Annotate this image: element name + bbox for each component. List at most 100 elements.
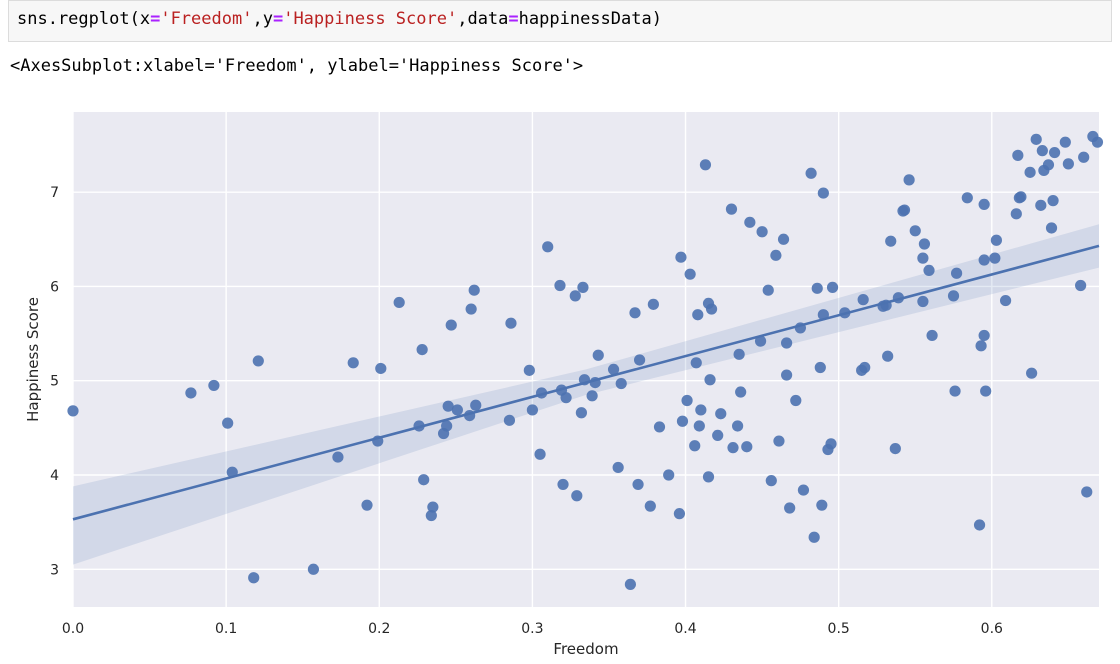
scatter-point bbox=[465, 303, 477, 315]
scatter-point bbox=[505, 317, 517, 329]
scatter-point bbox=[762, 284, 774, 296]
scatter-point bbox=[503, 414, 516, 426]
scatter-point bbox=[1048, 146, 1061, 159]
code-equals: = bbox=[272, 9, 284, 29]
scatter-point bbox=[777, 233, 790, 245]
scatter-point bbox=[715, 408, 727, 420]
scatter-point bbox=[741, 441, 753, 453]
scatter-point bbox=[427, 501, 439, 513]
scatter-point bbox=[1036, 145, 1048, 157]
scatter-point bbox=[675, 251, 687, 263]
scatter-point bbox=[248, 572, 260, 584]
scatter-point bbox=[744, 216, 756, 228]
scatter-point bbox=[577, 281, 589, 293]
scatter-point bbox=[1026, 367, 1038, 379]
scatter-point bbox=[592, 349, 604, 361]
scatter-point bbox=[222, 417, 234, 429]
scatter-point bbox=[252, 355, 264, 367]
scatter-point bbox=[575, 407, 588, 419]
scatter-point bbox=[1078, 151, 1090, 163]
scatter-point bbox=[1035, 199, 1047, 211]
code-arg-x-name: x bbox=[139, 9, 151, 29]
scatter-point bbox=[705, 303, 718, 315]
scatter-point bbox=[644, 500, 656, 512]
code-arg-data-name: data bbox=[467, 9, 509, 29]
scatter-point bbox=[393, 296, 405, 309]
code-arg-y-name: y bbox=[262, 9, 273, 29]
scatter-point bbox=[684, 268, 696, 280]
scatter-point bbox=[732, 420, 744, 432]
scatter-point bbox=[470, 399, 482, 411]
scatter-point bbox=[554, 279, 566, 292]
regression-line bbox=[72, 244, 1100, 521]
x-tick-label: 0.4 bbox=[674, 621, 696, 637]
scatter-point bbox=[808, 531, 820, 543]
scatter-point bbox=[1075, 279, 1087, 292]
scatter-point bbox=[816, 499, 828, 511]
scatter-point bbox=[980, 385, 992, 397]
scatter-point bbox=[917, 295, 929, 308]
plot-background bbox=[73, 112, 1099, 607]
y-tick-label: 7 bbox=[50, 185, 59, 201]
scatter-point bbox=[442, 400, 454, 412]
scatter-point bbox=[978, 198, 990, 210]
scatter-point bbox=[973, 519, 986, 531]
y-tick-label: 6 bbox=[50, 279, 59, 295]
scatter-point bbox=[712, 429, 724, 441]
scatter-point bbox=[557, 478, 569, 491]
scatter-point bbox=[1010, 208, 1022, 220]
scatter-point bbox=[526, 404, 539, 416]
scatter-point bbox=[903, 174, 915, 186]
y-tick-labels: 3 4 5 6 7 bbox=[50, 185, 59, 578]
code-line[interactable]: sns.regplot(x='Freedom',y='Happiness Sco… bbox=[17, 9, 662, 29]
x-tick-labels: 0.0 0.1 0.2 0.3 0.4 0.5 0.6 bbox=[62, 621, 1003, 637]
scatter-point bbox=[690, 357, 702, 369]
grid-lines bbox=[72, 112, 1099, 607]
scatter-point bbox=[975, 340, 987, 352]
scatter-point bbox=[926, 329, 938, 342]
scatter-point bbox=[185, 387, 197, 399]
x-tick-label: 0.5 bbox=[828, 621, 850, 637]
scatter-point bbox=[693, 420, 705, 432]
scatter-point bbox=[999, 294, 1012, 307]
scatter-point bbox=[632, 478, 644, 491]
scatter-point bbox=[468, 284, 480, 296]
scatter-point bbox=[586, 390, 598, 402]
code-arg-data-value: happinessData bbox=[518, 9, 652, 29]
y-tick-label: 5 bbox=[50, 374, 59, 390]
scatter-point bbox=[1091, 136, 1104, 148]
code-equals: = bbox=[150, 9, 161, 29]
scatter-point bbox=[624, 578, 637, 590]
scatter-point bbox=[1059, 136, 1071, 148]
scatter-point bbox=[332, 451, 344, 463]
x-tick-label: 0.3 bbox=[521, 621, 543, 637]
y-axis-label: Happiness Score bbox=[24, 297, 42, 422]
scatter-point bbox=[681, 394, 693, 407]
scatter-point bbox=[702, 471, 715, 483]
code-arg-y-value: 'Happiness Score' bbox=[283, 9, 458, 29]
scatter-point bbox=[826, 281, 839, 293]
scatter-point bbox=[676, 415, 689, 427]
scatter-point bbox=[725, 203, 738, 215]
code-equals: = bbox=[508, 9, 519, 29]
scatter-point bbox=[1012, 149, 1024, 161]
scatter-point bbox=[923, 264, 935, 276]
code-close-paren: ) bbox=[651, 9, 662, 29]
scatter-point bbox=[814, 361, 826, 374]
scatter-point bbox=[918, 238, 931, 250]
scatter-point bbox=[989, 252, 1001, 264]
scatter-point bbox=[859, 361, 871, 374]
scatter-point bbox=[978, 329, 990, 342]
scatter-point bbox=[781, 337, 793, 349]
x-tick-label: 0.6 bbox=[981, 621, 1003, 637]
scatter-point bbox=[754, 335, 767, 347]
scatter-point bbox=[882, 350, 894, 362]
scatter-point bbox=[673, 508, 686, 520]
code-cell[interactable]: sns.regplot(x='Freedom',y='Happiness Sco… bbox=[8, 0, 1112, 42]
scatter-point bbox=[978, 254, 990, 266]
scatter-point bbox=[418, 474, 430, 486]
scatter-point bbox=[699, 159, 712, 171]
scatter-point bbox=[949, 385, 961, 397]
scatter-point bbox=[663, 469, 675, 481]
code-comma: , bbox=[252, 9, 263, 29]
